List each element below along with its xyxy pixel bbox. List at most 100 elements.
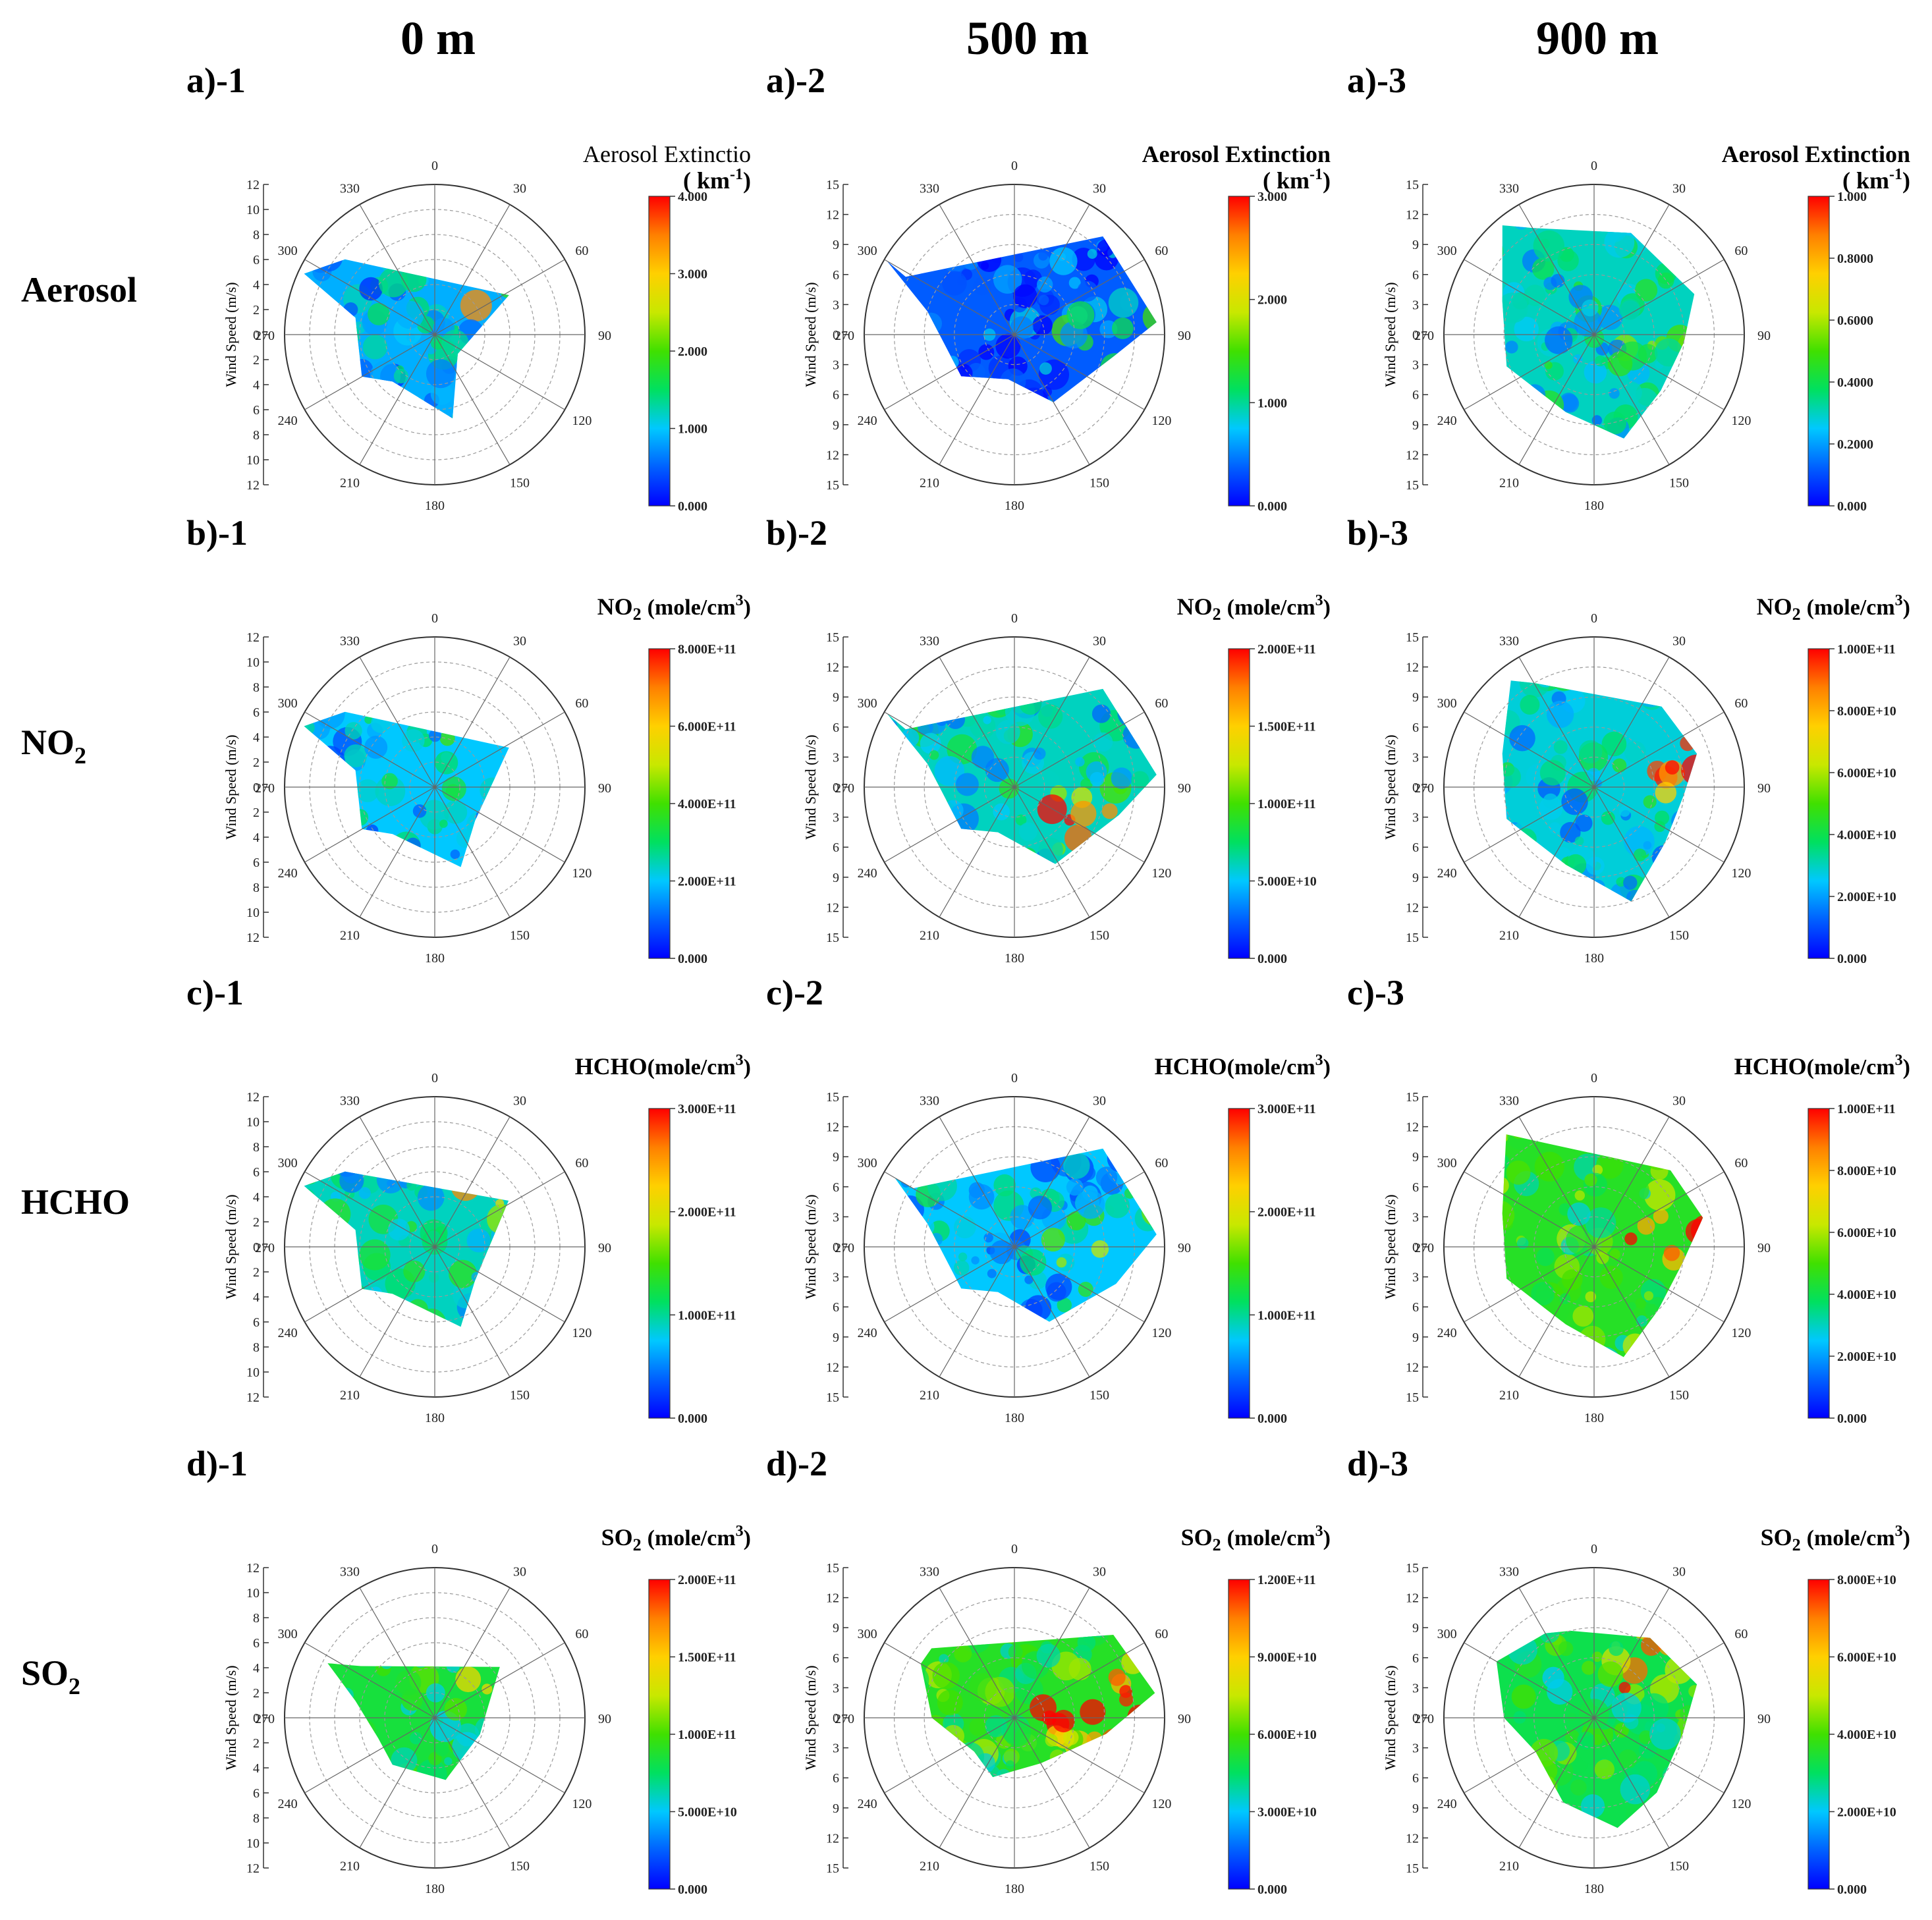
polar-data-region xyxy=(1496,1630,1697,1828)
angle-tick: 180 xyxy=(1005,1882,1024,1896)
colorbar-tick: 0.000 xyxy=(1837,1412,1867,1426)
column-header: 500 m xyxy=(966,12,1089,65)
colorbar-tick: 2.000E+11 xyxy=(678,1573,736,1587)
angle-tick: 120 xyxy=(1731,1326,1751,1340)
panel-title: SO2 (mole/cm3) xyxy=(1761,1523,1910,1554)
radius-tick: 9 xyxy=(833,238,839,252)
angle-tick: 180 xyxy=(1005,499,1024,513)
angle-tick: 330 xyxy=(340,634,360,649)
radius-tick: 0 xyxy=(833,1240,839,1255)
angle-tick: 300 xyxy=(858,1156,877,1170)
colorbar-tick: 2.000E+11 xyxy=(1257,1205,1316,1220)
angle-tick: 180 xyxy=(1584,951,1604,966)
angle-tick: 180 xyxy=(1584,1882,1604,1896)
radius-tick: 15 xyxy=(826,1390,839,1405)
radius-tick: 12 xyxy=(1406,1360,1419,1375)
radius-tick: 4 xyxy=(253,1761,260,1776)
colorbar-tick: 4.000E+10 xyxy=(1837,1288,1896,1302)
angle-tick: 0 xyxy=(1011,611,1018,626)
column-header: 900 m xyxy=(1536,12,1659,65)
y-axis-label: Wind Speed (m/s) xyxy=(223,282,239,387)
radius-tick: 12 xyxy=(826,1360,839,1375)
angle-tick: 150 xyxy=(1669,928,1689,943)
angle-tick: 240 xyxy=(1437,866,1457,881)
radius-tick: 0 xyxy=(253,781,260,795)
angle-tick: 90 xyxy=(1178,781,1191,796)
angle-tick: 60 xyxy=(1155,696,1168,711)
radius-tick: 6 xyxy=(1412,268,1419,283)
angle-tick: 330 xyxy=(1499,634,1519,649)
colorbar xyxy=(1228,1579,1250,1890)
colorbar-tick: 0.000 xyxy=(1257,952,1287,966)
radius-tick: 6 xyxy=(833,1651,839,1666)
colorbar-tick: 0.000 xyxy=(1257,1412,1287,1426)
colorbar-tick: 8.000E+10 xyxy=(1837,1573,1896,1587)
radius-tick: 2 xyxy=(253,1215,260,1230)
radius-tick: 12 xyxy=(826,208,839,223)
colorbar xyxy=(1808,648,1830,959)
radius-tick: 6 xyxy=(253,403,260,418)
radius-tick: 6 xyxy=(833,840,839,855)
angle-tick: 120 xyxy=(1731,866,1751,881)
angle-tick: 30 xyxy=(1672,634,1686,649)
angle-tick: 0 xyxy=(1591,159,1597,173)
angle-tick: 300 xyxy=(1437,1156,1457,1170)
angle-tick: 90 xyxy=(598,1241,611,1255)
radius-tick: 6 xyxy=(1412,1771,1419,1786)
angle-tick: 30 xyxy=(1093,634,1106,649)
radius-tick: 15 xyxy=(1406,478,1419,493)
radius-tick: 10 xyxy=(246,203,260,217)
colorbar-tick: 6.000E+10 xyxy=(1837,1226,1896,1240)
panel-label: c)-1 xyxy=(186,973,244,1012)
angle-tick: 60 xyxy=(1734,244,1748,258)
radius-tick: 3 xyxy=(833,1742,839,1756)
radius-tick: 9 xyxy=(833,1330,839,1345)
angle-tick: 150 xyxy=(1090,928,1109,943)
panel-title: HCHO(mole/cm3) xyxy=(1734,1052,1910,1080)
panel-title: HCHO(mole/cm3) xyxy=(1155,1052,1331,1080)
angle-tick: 120 xyxy=(1731,1797,1751,1811)
angle-tick: 270 xyxy=(1414,329,1434,343)
radius-tick: 9 xyxy=(1412,1801,1419,1816)
colorbar-tick: 3.000 xyxy=(1257,190,1287,204)
y-axis-label: Wind Speed (m/s) xyxy=(223,1194,239,1299)
radius-tick: 6 xyxy=(253,856,260,870)
colorbar-tick: 2.000E+10 xyxy=(1837,890,1896,904)
angle-tick: 300 xyxy=(278,696,298,711)
angle-tick: 0 xyxy=(1591,1542,1597,1556)
radius-tick: 8 xyxy=(253,228,260,242)
colorbar-tick: 6.000E+10 xyxy=(1837,1651,1896,1665)
angle-tick: 240 xyxy=(858,866,877,881)
angle-tick: 300 xyxy=(278,244,298,258)
polar-data-region xyxy=(304,1171,509,1327)
angle-tick: 330 xyxy=(1499,182,1519,196)
angle-tick: 210 xyxy=(1499,1859,1519,1873)
panel-title: HCHO(mole/cm3) xyxy=(575,1052,751,1080)
radius-tick: 6 xyxy=(253,1786,260,1801)
angle-tick: 210 xyxy=(1499,928,1519,943)
colorbar-tick: 5.000E+10 xyxy=(1257,875,1317,889)
angle-tick: 330 xyxy=(340,1565,360,1579)
radius-tick: 8 xyxy=(253,881,260,895)
radius-tick: 4 xyxy=(253,1290,260,1305)
angle-tick: 120 xyxy=(1731,414,1751,428)
colorbar-tick: 0.000 xyxy=(1257,1882,1287,1897)
radius-tick: 0 xyxy=(1412,1711,1419,1726)
y-axis-label: Wind Speed (m/s) xyxy=(1382,282,1398,387)
colorbar-tick: 1.000E+11 xyxy=(1257,797,1316,811)
radius-tick: 6 xyxy=(833,388,839,402)
angle-tick: 270 xyxy=(835,781,854,796)
radius-tick: 6 xyxy=(1412,840,1419,855)
angle-tick: 210 xyxy=(920,1388,939,1402)
angle-tick: 150 xyxy=(510,476,530,490)
radius-tick: 8 xyxy=(253,1811,260,1826)
panel-title-unit: ( km-1) xyxy=(1263,166,1331,194)
angle-tick: 120 xyxy=(572,866,592,881)
colorbar-tick: 2.000E+10 xyxy=(1837,1805,1896,1820)
colorbar xyxy=(1808,1579,1830,1890)
colorbar-tick: 1.000 xyxy=(678,422,707,437)
panel-label: b)-3 xyxy=(1347,513,1408,553)
radius-tick: 0 xyxy=(833,781,839,795)
angle-tick: 0 xyxy=(1591,611,1597,626)
